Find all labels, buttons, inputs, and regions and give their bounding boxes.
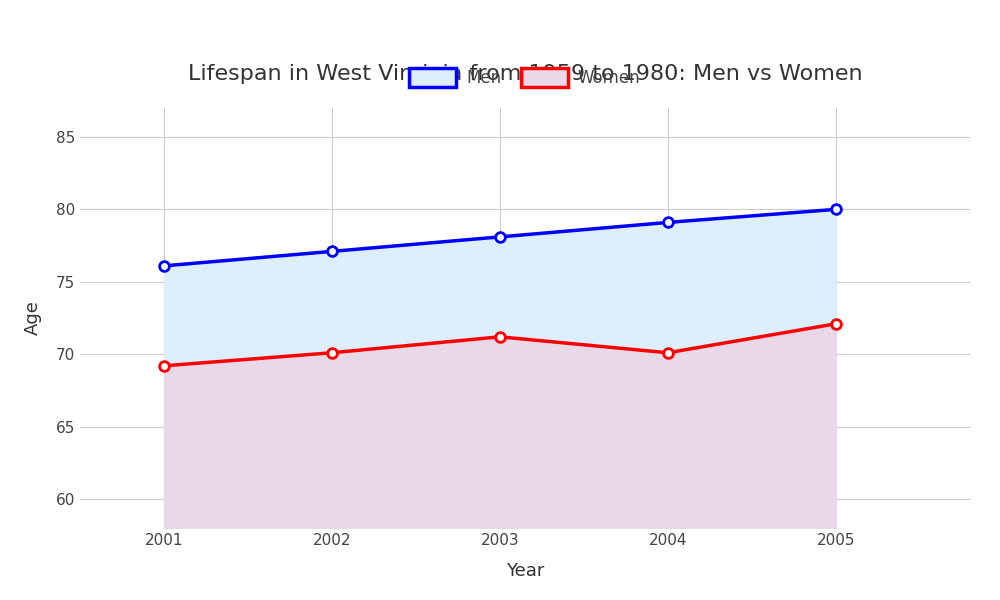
Y-axis label: Age: Age bbox=[24, 301, 42, 335]
X-axis label: Year: Year bbox=[506, 562, 544, 580]
Title: Lifespan in West Virginia from 1959 to 1980: Men vs Women: Lifespan in West Virginia from 1959 to 1… bbox=[188, 64, 862, 84]
Legend: Men, Women: Men, Women bbox=[403, 62, 647, 94]
